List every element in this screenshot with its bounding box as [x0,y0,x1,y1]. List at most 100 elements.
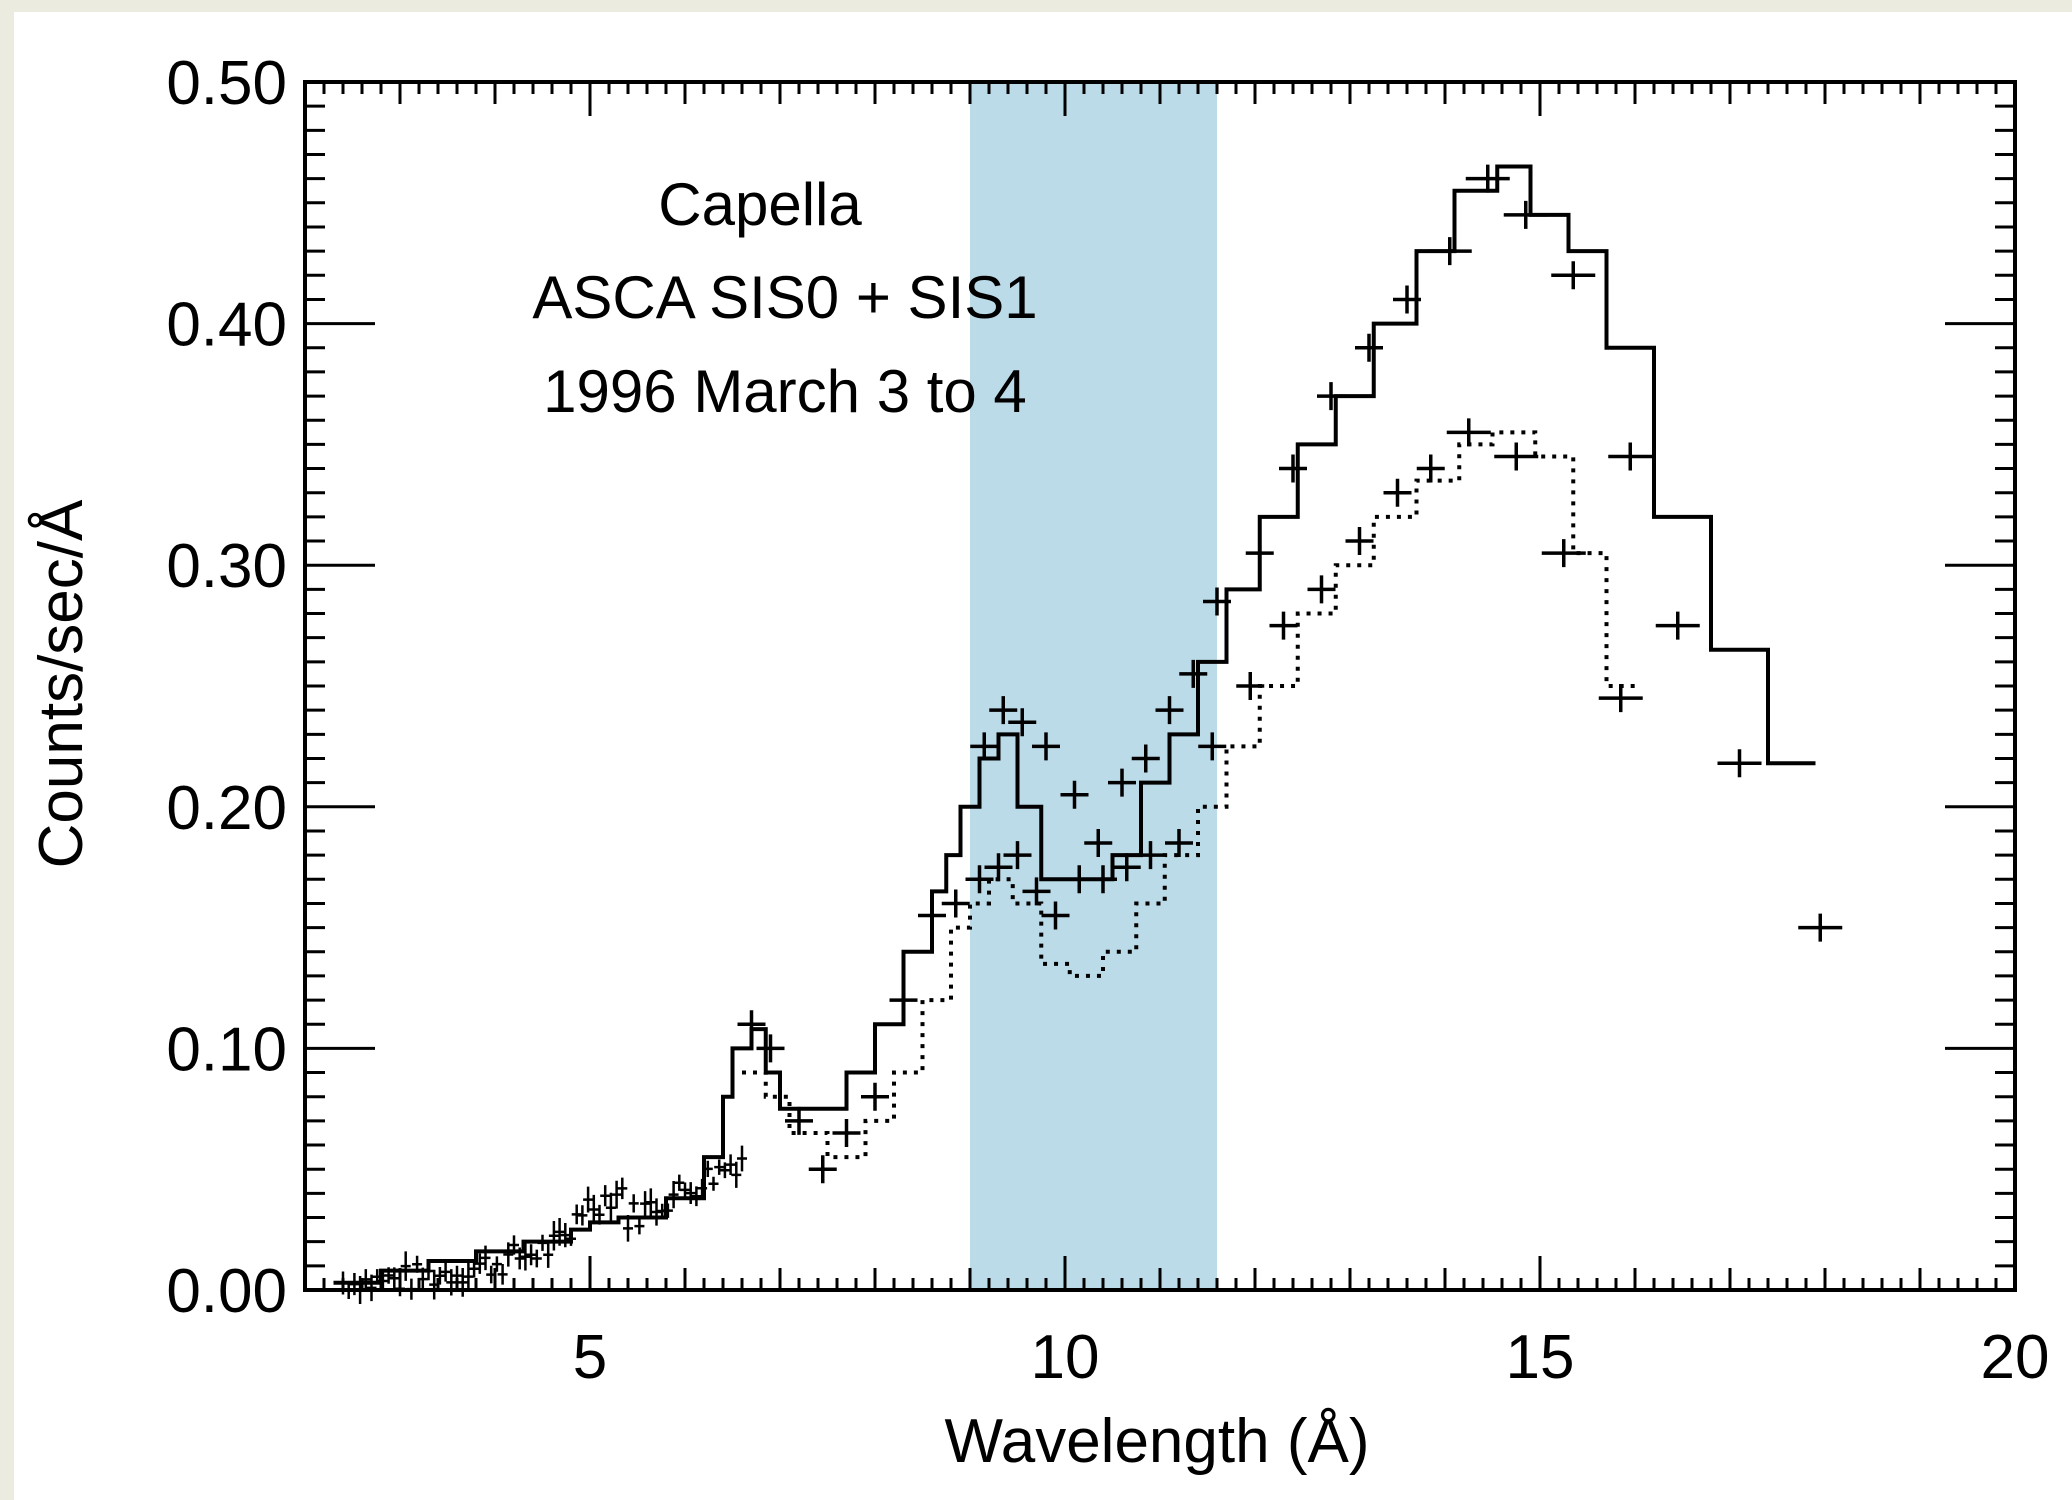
data-point [889,986,918,1015]
data-point [1355,333,1383,362]
x-tick-label: 5 [573,1323,607,1392]
noise-point [702,1160,713,1177]
data-point [1541,539,1586,568]
data-point [737,1010,766,1039]
data-point [1598,684,1643,713]
data-point [1236,672,1265,700]
data-point [1446,418,1491,447]
annotation-target: Capella [658,171,862,238]
noise-point [543,1241,554,1268]
noise-point [668,1180,679,1209]
y-tick-label: 0.20 [166,774,287,843]
noise-point [434,1266,445,1285]
data-point [1108,768,1136,797]
noise-point [497,1264,508,1285]
noise-point [600,1185,611,1207]
noise-point [566,1231,576,1246]
data-point [1279,454,1307,483]
noise-point [537,1234,548,1251]
data-point [785,1106,813,1135]
data-point [965,865,994,894]
y-tick-label: 0.10 [166,1015,287,1084]
data-point [1198,732,1227,761]
data-point [1551,261,1596,290]
data-point [1317,382,1345,411]
noise-point [509,1235,519,1255]
noise-point [577,1205,588,1226]
data-point [1608,442,1653,471]
data-point [756,1034,785,1063]
data-point [1032,732,1060,761]
noise-point [480,1245,491,1271]
noise-point [389,1267,400,1290]
data-point [861,1082,889,1111]
noise-point [400,1251,411,1281]
data-point [1065,865,1094,894]
annotation-instrument: ASCA SIS0 + SIS1 [532,264,1037,331]
noise-point [554,1218,565,1246]
noise-point [548,1221,559,1251]
data-point [1427,237,1472,266]
y-tick-label: 0.30 [166,532,287,601]
noise-point [634,1217,645,1235]
data-point [1041,901,1070,930]
data-point [832,1118,861,1147]
noise-point [685,1182,696,1204]
data-point [1165,829,1193,858]
data-point [1131,744,1160,773]
data-point [1416,454,1445,483]
noise-point [491,1256,502,1272]
noise-point [531,1249,542,1268]
data-point [1655,611,1700,640]
highlight-band [970,82,1217,1290]
noise-point [594,1204,605,1225]
noise-point [503,1242,514,1267]
noise-point [611,1180,622,1209]
data-point [1717,749,1762,778]
noise-point [463,1262,474,1291]
y-tick-label: 0.40 [166,291,287,360]
noise-point [383,1267,394,1284]
noise-point [605,1192,616,1223]
data-point [808,1155,837,1184]
data-point [1307,575,1336,604]
noise-point [737,1145,747,1172]
noise-point [731,1161,742,1188]
data-point [1003,841,1032,870]
noise-point [617,1177,628,1200]
noise-point [520,1243,531,1271]
noise-point [474,1253,485,1274]
noise-point [697,1178,708,1198]
data-point [1136,841,1165,870]
noise-point [440,1262,451,1282]
noise-point [725,1154,736,1175]
data-point [1393,285,1421,314]
noise-point [588,1194,599,1225]
data-point [918,901,946,930]
noise-point [714,1159,725,1175]
data-point [1245,539,1274,568]
y-tick-label: 0.50 [166,49,287,118]
data-point [1383,478,1412,507]
data-point [1008,708,1037,737]
noise-point [719,1162,730,1179]
data-point [1269,611,1298,640]
noise-point [674,1174,685,1191]
data-point [1179,659,1208,688]
data-point [1503,200,1548,229]
noise-point [372,1269,383,1285]
data-point [1155,696,1184,725]
data-point [1084,829,1113,858]
noise-point [708,1176,719,1191]
data-point [1060,780,1089,809]
data-point [1798,913,1843,942]
data-point [1112,853,1141,882]
noise-point [457,1267,468,1297]
y-axis-title: Counts/sec/Å [27,499,96,868]
noise-point [526,1244,537,1266]
noise-point [662,1203,673,1218]
noise-point [583,1186,594,1213]
noise-point [514,1247,525,1270]
